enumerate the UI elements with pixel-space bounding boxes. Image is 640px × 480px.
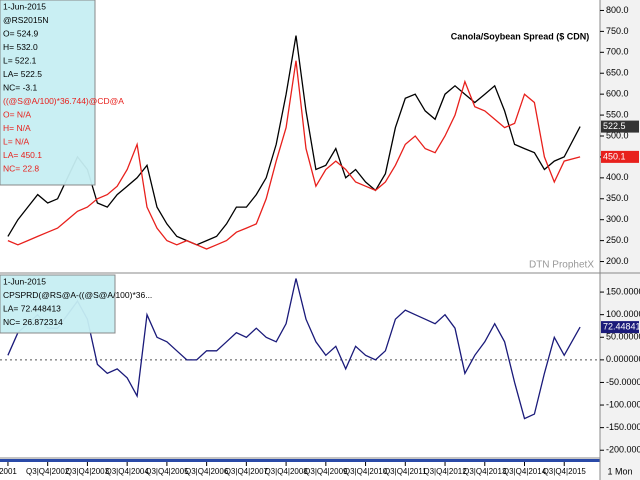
info-line: LA= 522.5 — [3, 69, 42, 79]
y-tick-label: 400.0 — [606, 172, 629, 182]
x-tick-label: Q3|Q4|2011 — [384, 467, 427, 476]
time-bar — [0, 459, 600, 462]
x-tick-label: Q3|Q4|2002 — [26, 467, 70, 476]
info-line: 1-Jun-2015 — [3, 1, 46, 11]
info-line: NC= 22.8 — [3, 163, 39, 173]
last-value-label: 72.448413 — [603, 321, 640, 331]
y-tick-label: 500.0 — [606, 130, 629, 140]
last-value-tag — [601, 321, 639, 334]
info-line: ((@S@A/100)*36.744)@CD@A — [3, 96, 124, 106]
y-tick-label: 150.000000 — [606, 286, 640, 296]
info-line: L= 522.1 — [3, 55, 37, 65]
x-tick-label: Q3|Q4|2007 — [225, 467, 269, 476]
last-value-tag — [601, 150, 639, 163]
info-box — [0, 0, 96, 186]
y-tick-label: 750.0 — [606, 26, 629, 36]
x-tick-label: Q3|Q4|2003 — [66, 467, 110, 476]
axis-panel — [600, 0, 640, 480]
y-tick-label: 600.0 — [606, 89, 629, 99]
x-tick-label: Q3|Q4|2005 — [145, 467, 189, 476]
y-tick-label: -100.000000 — [606, 399, 640, 409]
x-tick-label: Q3|Q4|2013 — [463, 467, 507, 476]
chart-title: Canola/Soybean Spread ($ CDN) — [451, 31, 590, 41]
info-line: 1-Jun-2015 — [3, 276, 46, 286]
x-tick-label: Q3|Q4|2004 — [106, 467, 150, 476]
last-value-label: 522.5 — [603, 121, 626, 131]
info-line: O= 524.9 — [3, 28, 38, 38]
x-tick-label: Q3|Q4|2008 — [264, 467, 308, 476]
y-tick-label: 100.000000 — [606, 309, 640, 319]
series-line — [7, 35, 581, 246]
info-line: NC= -3.1 — [3, 82, 38, 92]
x-tick-label: Q3|Q4|2012 — [423, 467, 467, 476]
info-line: LA= 72.448413 — [3, 303, 61, 313]
y-tick-label: 200.0 — [606, 256, 629, 266]
series-line — [7, 60, 581, 250]
y-tick-label: 0.000000 — [606, 354, 640, 364]
info-line: O= N/A — [3, 109, 31, 119]
info-line: @RS2015N — [3, 15, 48, 25]
y-tick-label: 350.0 — [606, 193, 629, 203]
info-line: H= 532.0 — [3, 42, 38, 52]
period-label: 1 Mon — [607, 466, 632, 476]
x-tick-label: Q3|Q4|2014 — [503, 467, 547, 476]
watermark: DTN ProphetX — [529, 260, 594, 271]
y-tick-label: -50.000000 — [606, 377, 640, 387]
x-tick-label: Q3|Q4|2009 — [304, 467, 348, 476]
y-tick-label: 550.0 — [606, 109, 629, 119]
y-tick-label: 650.0 — [606, 68, 629, 78]
x-tick-label: Q3|Q4|2006 — [185, 467, 229, 476]
info-line: H= N/A — [3, 123, 31, 133]
y-tick-label: 250.0 — [606, 235, 629, 245]
info-line: LA= 450.1 — [3, 150, 42, 160]
info-line: NC= 26.872314 — [3, 317, 63, 327]
series-line — [7, 278, 581, 420]
y-tick-label: 800.0 — [606, 5, 629, 15]
info-line: L= N/A — [3, 136, 30, 146]
y-tick-label: -150.000000 — [606, 422, 640, 432]
x-tick-label: 2001 — [0, 467, 17, 476]
last-value-tag — [601, 120, 639, 133]
y-tick-label: 300.0 — [606, 214, 629, 224]
last-value-label: 450.1 — [603, 151, 626, 161]
y-tick-label: -200.000000 — [606, 445, 640, 455]
x-tick-label: Q3|Q4|2010 — [344, 467, 388, 476]
x-tick-label: Q3|Q4|2015 — [543, 467, 587, 476]
y-tick-label: 700.0 — [606, 47, 629, 57]
y-tick-label: 50.000000 — [606, 332, 640, 342]
info-box — [0, 274, 116, 334]
info-line: CPSPRD(@RS@A-((@S@A/100)*36... — [3, 290, 152, 300]
